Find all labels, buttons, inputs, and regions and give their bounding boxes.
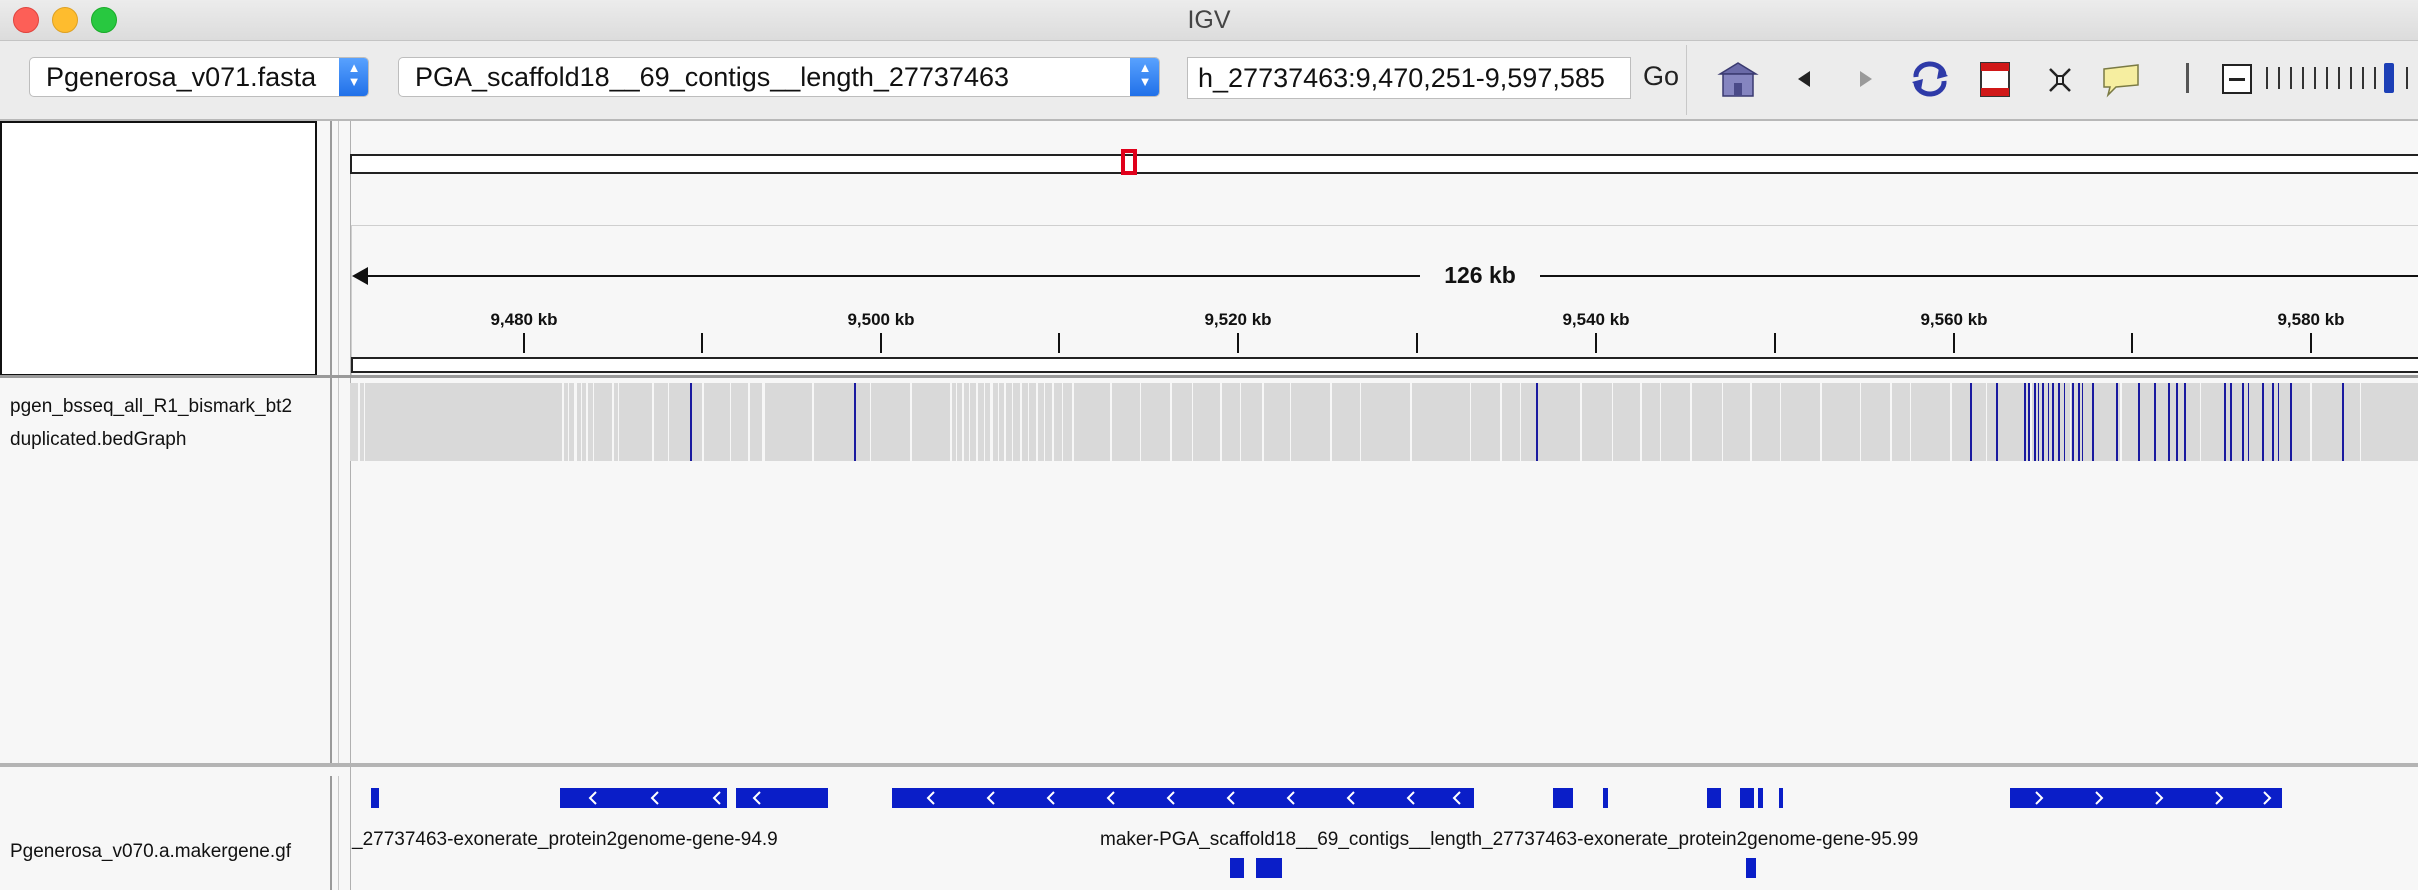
gene-feature[interactable] — [1707, 788, 1721, 808]
bedgraph-gaps — [358, 383, 2361, 461]
gene-feature[interactable] — [1779, 788, 1783, 808]
ruler-tick — [880, 333, 882, 353]
go-button[interactable]: Go — [1643, 61, 1680, 91]
ruler-tick-label: 9,480 kb — [490, 310, 558, 329]
ruler-tick-label: 9,540 kb — [1562, 310, 1630, 329]
ideogram-current-region-marker[interactable] — [1121, 149, 1137, 175]
ruler-minor-tick — [1774, 333, 1776, 353]
forward-icon[interactable] — [1856, 59, 1876, 99]
track-name-line: pgen_bsseq_all_R1_bismark_bt2 — [10, 396, 293, 417]
ruler-minor-tick — [1416, 333, 1418, 353]
track-name-gene[interactable]: Pgenerosa_v070.a.makergene.gf — [10, 841, 291, 862]
ruler-tick — [1595, 333, 1597, 353]
gene-feature[interactable] — [371, 788, 379, 808]
gene-feature[interactable] — [1230, 858, 1244, 878]
header-data-splitter[interactable] — [0, 375, 2418, 378]
home-icon[interactable] — [1716, 59, 1760, 99]
roi-icon[interactable] — [1978, 59, 2012, 99]
ruler-tick-label: 9,580 kb — [2277, 310, 2345, 329]
gene-label: _27737463-exonerate_protein2genome-gene-… — [352, 829, 778, 850]
gene-feature[interactable] — [1553, 788, 1573, 808]
gene-feature[interactable] — [1603, 788, 1608, 808]
bedgraph-track[interactable] — [350, 383, 2418, 461]
genome-dropdown[interactable]: Pgenerosa_v071.fasta ▲ ▼ — [29, 57, 369, 97]
popup-info-icon[interactable] — [2100, 59, 2144, 99]
window-titlebar: IGV — [0, 0, 2418, 41]
track-name-line: duplicated.bedGraph — [10, 429, 187, 450]
ruler-span-label: 126 kb — [1420, 262, 1540, 289]
refresh-icon[interactable] — [1908, 59, 1952, 99]
zoom-level-marker[interactable] — [2384, 63, 2394, 93]
gene-feature[interactable] — [892, 788, 1474, 808]
toolbar-separator — [2186, 63, 2189, 93]
attribute-panel-divider — [338, 776, 339, 890]
ruler-tick — [1953, 333, 1955, 353]
bedgraph-bars — [690, 383, 2344, 461]
chromosome-dropdown[interactable]: PGA_scaffold18__69_contigs__length_27737… — [398, 57, 1160, 97]
genome-dropdown-value: Pgenerosa_v071.fasta — [46, 62, 317, 92]
ruler-tick-label: 9,560 kb — [1920, 310, 1988, 329]
strand-arrows — [588, 791, 2272, 805]
ruler-tick-label: 9,520 kb — [1204, 310, 1272, 329]
gene-feature[interactable] — [1740, 788, 1754, 808]
zoom-slider[interactable] — [2262, 59, 2418, 99]
ruler-ticks[interactable]: 9,480 kb 9,500 kb 9,520 kb 9,540 kb 9,56… — [350, 300, 2418, 360]
resize-icon[interactable] — [2044, 59, 2076, 99]
chromosome-ideogram[interactable] — [350, 154, 2418, 174]
attribute-panel-divider — [338, 121, 339, 766]
ruler-minor-tick — [1058, 333, 1060, 353]
gene-feature[interactable] — [1758, 788, 1763, 808]
ruler-span-line — [358, 275, 2418, 277]
window-close-button[interactable] — [13, 7, 39, 33]
chromosome-dropdown-value: PGA_scaffold18__69_contigs__length_27737… — [415, 62, 1009, 92]
name-panel-divider[interactable] — [330, 121, 332, 766]
ruler-tick — [2310, 333, 2312, 353]
gene-label: maker-PGA_scaffold18__69_contigs__length… — [1100, 829, 1919, 850]
gene-feature[interactable] — [1256, 858, 1282, 878]
gene-annotation-track[interactable] — [350, 778, 2418, 890]
zoom-out-icon[interactable] — [2220, 59, 2254, 99]
window-maximize-button[interactable] — [91, 7, 117, 33]
name-header-panel — [0, 121, 317, 376]
ruler-minor-tick — [2131, 333, 2133, 353]
locus-search-input[interactable] — [1187, 57, 1631, 99]
gene-feature[interactable] — [2010, 788, 2282, 808]
gene-feature[interactable] — [736, 788, 828, 808]
data-panel-left-edge — [350, 121, 351, 890]
ruler-tick — [523, 333, 525, 353]
gene-feature[interactable] — [560, 788, 727, 808]
ruler-tick — [1237, 333, 1239, 353]
ruler-bottom-bar — [351, 357, 2418, 373]
chevron-updown-icon: ▲ ▼ — [1130, 58, 1159, 96]
data-feature-splitter[interactable] — [0, 763, 2418, 767]
gene-feature[interactable] — [1746, 858, 1756, 878]
name-panel-divider — [330, 776, 332, 890]
chevron-updown-icon: ▲ ▼ — [339, 58, 368, 96]
ruler-minor-tick — [701, 333, 703, 353]
ruler-arrow-left-icon — [352, 267, 368, 285]
window-minimize-button[interactable] — [52, 7, 78, 33]
track-name-bedgraph[interactable]: pgen_bsseq_all_R1_bismark_bt2 duplicated… — [10, 390, 292, 456]
ruler-tick-label: 9,500 kb — [847, 310, 915, 329]
toolbar-divider — [1686, 45, 1687, 115]
main-toolbar: Pgenerosa_v071.fasta ▲ ▼ PGA_scaffold18__… — [0, 41, 2418, 121]
back-icon[interactable] — [1794, 59, 1814, 99]
ruler-panel — [351, 225, 2418, 375]
window-title: IGV — [1187, 6, 1231, 34]
